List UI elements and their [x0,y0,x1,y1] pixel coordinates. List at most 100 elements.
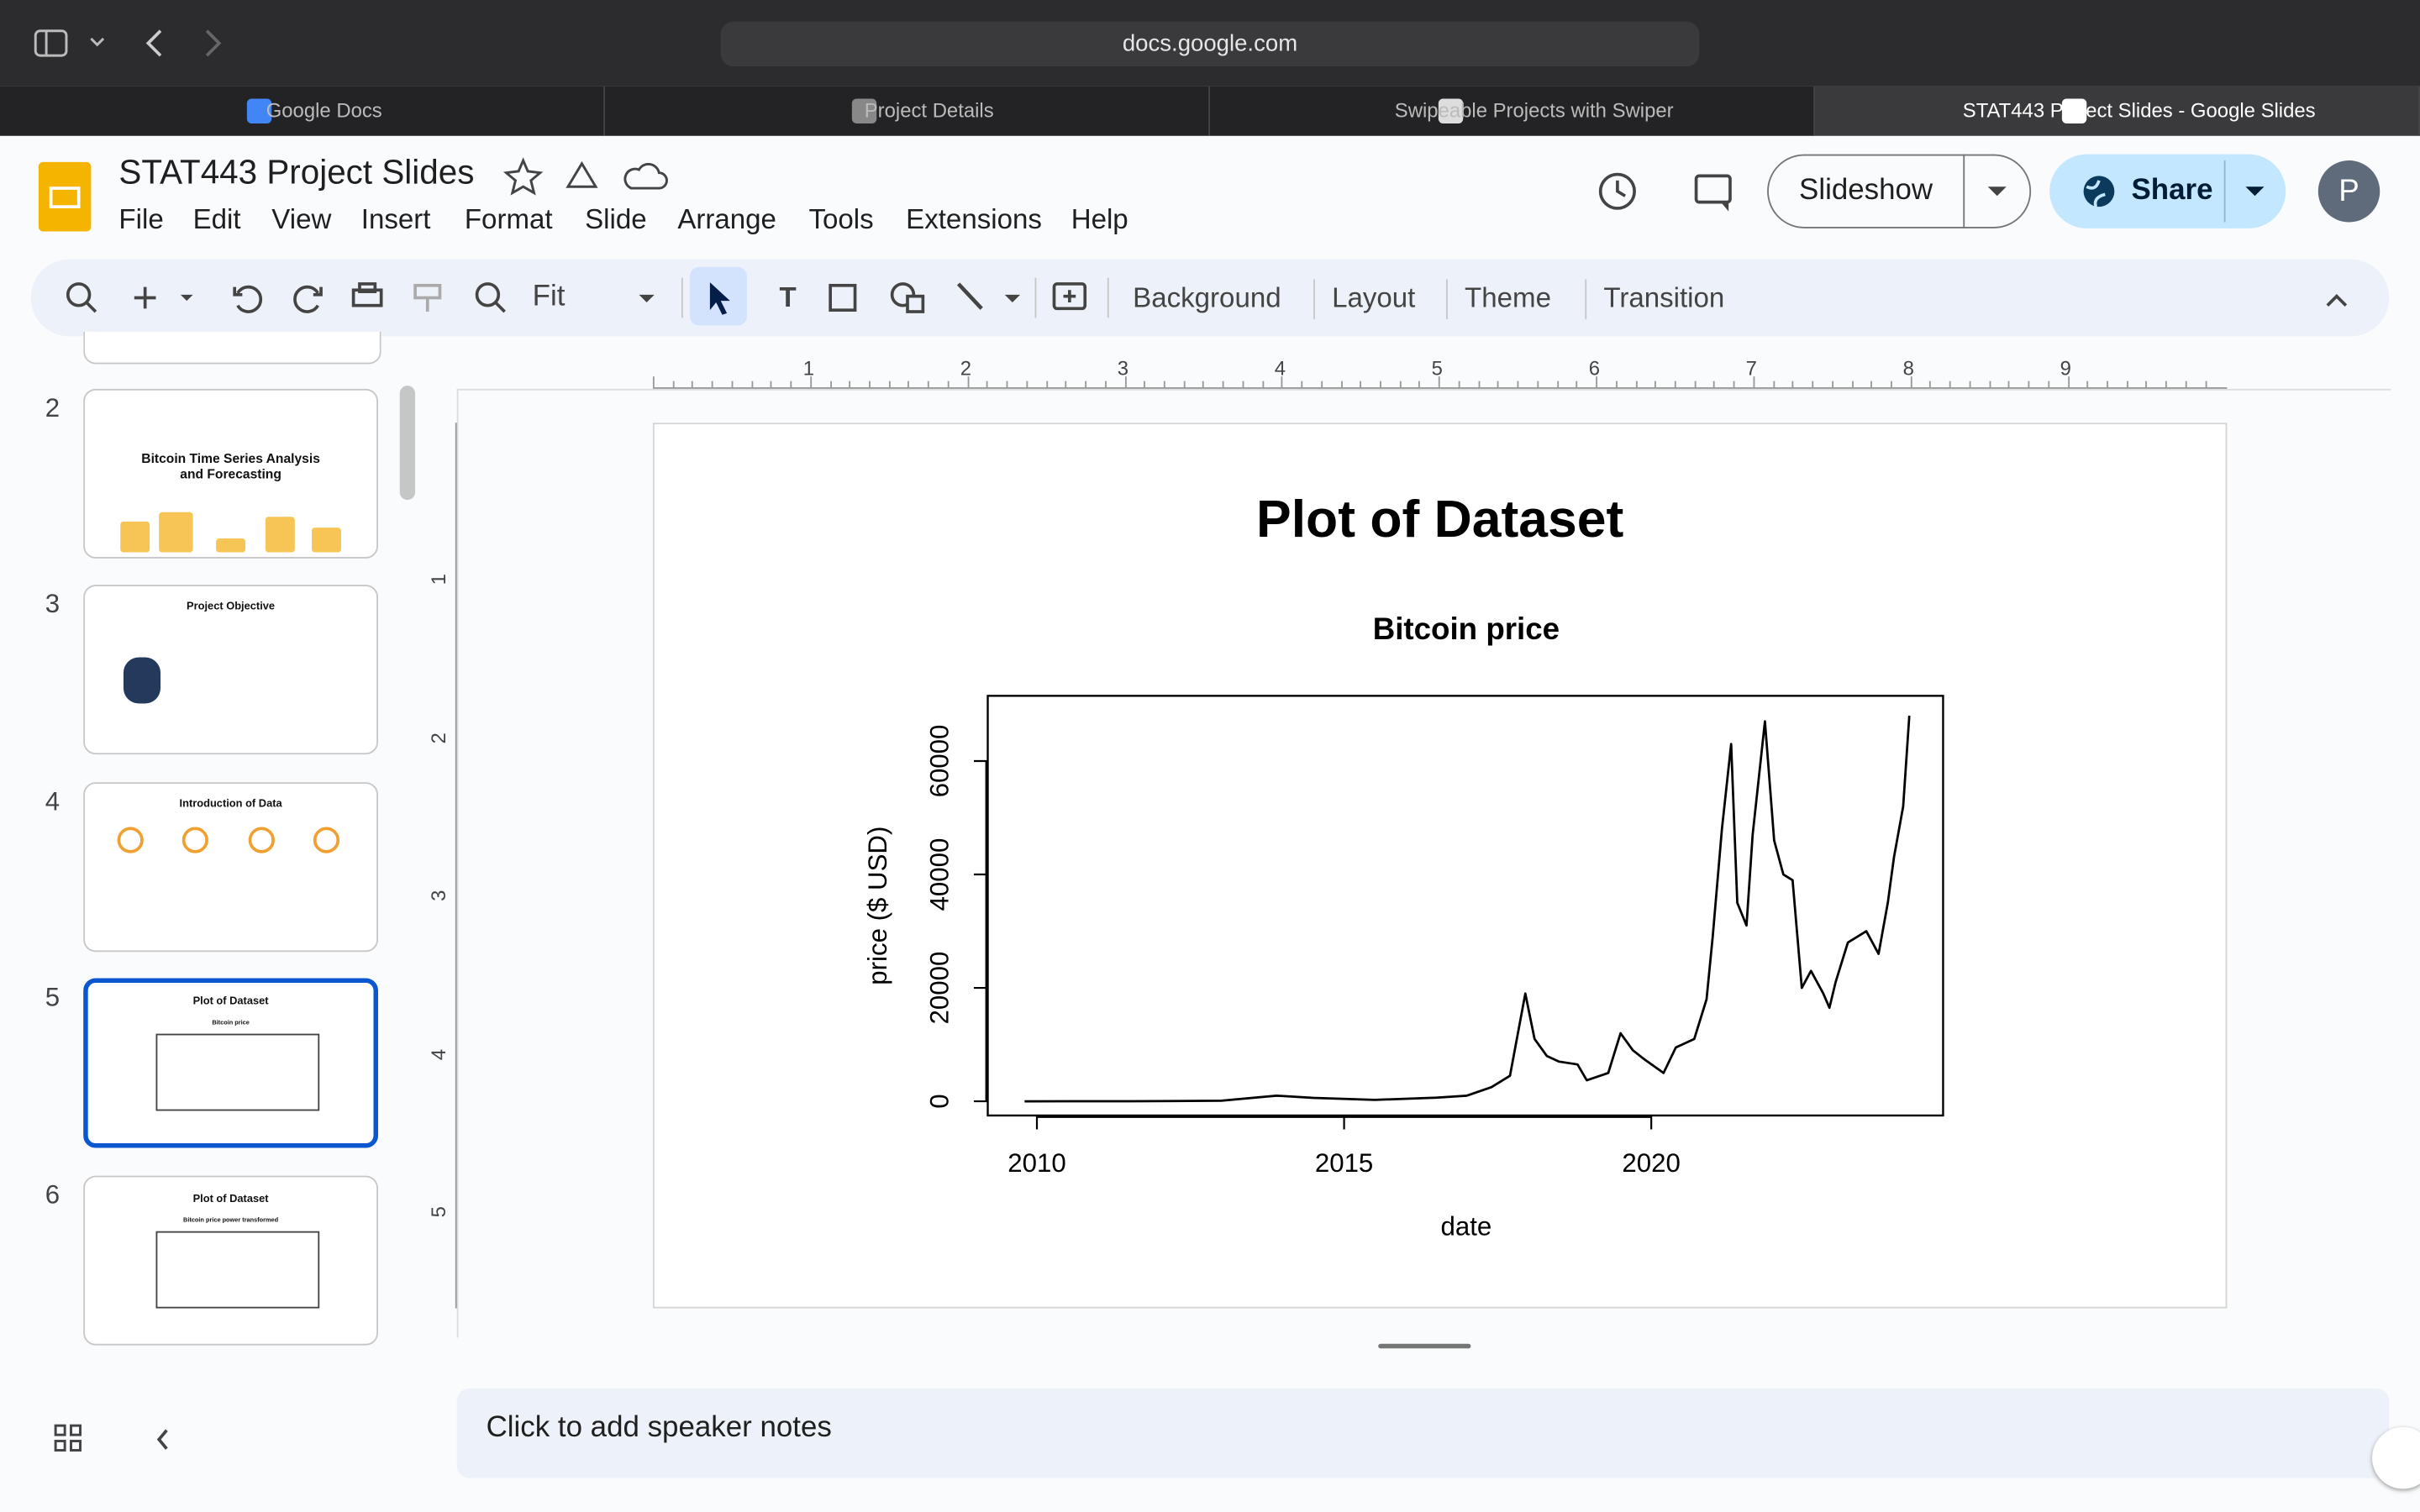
ruler-tick [928,381,930,388]
y-tick-label: 0 [925,1094,955,1108]
ruler-tick [2126,381,2128,388]
share-button[interactable]: Share [2131,174,2213,207]
ruler-tick [947,381,950,388]
slide[interactable] [652,423,2228,1309]
ruler-label: 9 [2060,356,2071,380]
menu-item[interactable]: Tools [808,203,874,235]
thumbnail-title: Project Objective [187,601,276,613]
ruler-tick [2165,381,2168,388]
ruler-tick [1380,381,1381,388]
ruler-tick [1104,381,1107,388]
ruler-tick [1694,381,1696,388]
avatar[interactable]: P [2317,160,2381,223]
scrollbar [399,386,416,501]
filmstrip-controls[interactable] [46,1416,185,1462]
menu-item[interactable]: Help [1071,203,1128,235]
menu-item[interactable]: File [118,203,164,235]
slideshow-button-frame [1767,154,2032,228]
ruler-tick [1929,381,1932,388]
ruler-line [652,387,2228,389]
toolbar-button[interactable]: Layout [1332,282,1416,313]
icon [123,657,161,704]
doc-title[interactable]: STAT443 Project Slides [118,152,475,192]
menu-item[interactable]: View [271,203,332,235]
ruler-label: 8 [1902,356,1914,380]
menu-item[interactable]: Arrange [677,203,776,235]
ruler-tick [809,376,812,388]
thumbnail[interactable] [83,1175,379,1346]
tab-title: Project Details [864,98,994,123]
ruler-tick [967,376,969,388]
side-panel-toggle[interactable] [2372,1426,2420,1489]
slideshow-button[interactable]: Slideshow [1799,174,1933,207]
toolbar-button[interactable]: Transition [1603,282,1725,313]
notes-box[interactable] [456,1389,2390,1478]
thumbnail-title: Plot of Dataset [192,996,269,1008]
thumbnail-subtitle: Bitcoin price [212,1018,250,1026]
tab[interactable] [1815,86,2420,136]
ruler-tick [1202,381,1205,388]
ruler-tick [1635,381,1637,388]
share-dropdown[interactable] [2226,155,2287,228]
collapse-toolbar[interactable] [2315,278,2358,321]
zoom-select[interactable]: Fit [532,281,566,313]
toolbar-button[interactable]: Background [1133,282,1281,313]
thumbnail[interactable] [83,978,379,1148]
chart: Bitcoin price date price ($ USD) 2010 201… [863,612,1944,1241]
menu-item[interactable]: Insert [360,203,431,235]
tab[interactable] [605,86,1211,136]
thumbnail-title: Introduction of Data [179,799,282,811]
menu-item[interactable]: Edit [192,203,241,235]
ruler-tick [1949,381,1951,388]
coin-stack [159,512,193,553]
ruler-tick [908,381,910,388]
tab-favicon [2061,98,2087,123]
address-bar[interactable] [720,21,1700,66]
resize-handle[interactable] [1378,1343,1471,1349]
tab-title: Swipeable Projects with Swiper [1394,98,1674,123]
ruler-label: 1 [426,574,450,585]
ruler-tick [1596,376,1598,388]
ruler-tick [1418,381,1421,388]
slides-logo[interactable] [38,161,92,232]
vertical-ruler [429,423,457,1308]
ruler-tick [692,381,694,388]
slide-number: 6 [45,1180,60,1210]
ruler-tick [1242,381,1244,388]
thumbnail-title: Bitcoin Time Series Analysis and Forecas… [141,450,320,482]
ruler-tick [1792,381,1794,388]
ruler-tick [1753,376,1755,388]
y-axis-label: price ($ USD) [863,827,892,985]
ruler-tick [1870,381,1873,388]
menu-item[interactable]: Slide [585,203,647,235]
coin-stack [120,521,150,553]
ruler-tick [2067,376,2070,388]
ruler-tick [1674,381,1676,388]
menu-item[interactable]: Format [464,203,553,235]
price-line [1024,715,1911,1103]
thumbnail-partial [83,331,381,365]
ruler-tick [1065,381,1067,388]
globe-icon [2083,176,2115,207]
ruler-tick [1163,381,1165,388]
menu-item[interactable]: Extensions [906,203,1042,235]
slide-number: 4 [45,786,60,816]
thumbnail[interactable] [83,782,379,953]
ruler-label: 7 [1745,356,1757,380]
toolbar-divider [1313,279,1315,320]
ruler-tick [1144,381,1146,388]
tab[interactable] [0,86,606,136]
tab[interactable] [1210,86,1816,136]
toolbar-button[interactable]: Theme [1465,282,1551,313]
ruler-tick [1556,381,1559,388]
divider [1963,154,1965,228]
ruler-tick [1969,381,1971,388]
ruler-tick [1085,381,1087,388]
slideshow-dropdown[interactable] [1965,155,2031,228]
slide-number: 2 [45,393,60,423]
ruler-tick [1281,376,1283,388]
logo-mark [49,186,81,208]
ruler-tick [750,381,753,388]
speaker-notes[interactable]: Click to add speaker notes [486,1411,832,1445]
